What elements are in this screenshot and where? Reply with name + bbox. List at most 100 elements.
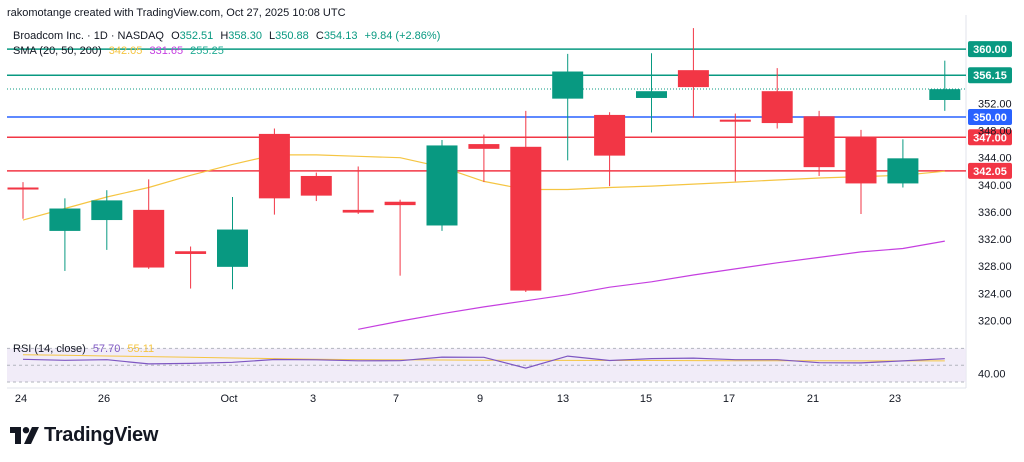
rsi-tick-label: 40.00 [978,369,1006,381]
price-level-tag[interactable] [968,162,1012,179]
candle-body [719,119,751,122]
candle-body [300,175,332,196]
y-tick-label: 332.00 [978,234,1012,246]
candle[interactable] [7,182,39,219]
candle-body [384,201,416,206]
price-level-tag[interactable] [968,108,1012,125]
candle[interactable] [887,139,919,188]
y-tick-label: 336.00 [978,207,1012,219]
sma-legend[interactable]: SMA (20, 50, 200) 342.05 331.65 255.25 [13,45,224,57]
price-axis[interactable]: 352.00 348.00 344.00 340.00 336.00 332.00 328.… [978,98,1012,327]
y-tick-label: 348.00 [978,126,1012,138]
candle-body [342,209,374,213]
x-tick-label: 3 [310,393,316,405]
sma50-line [358,240,945,330]
tradingview-logo-icon [10,427,39,444]
y-tick-label: 328.00 [978,261,1012,273]
candle[interactable] [342,166,374,214]
candle-body [510,146,542,291]
candle[interactable] [929,60,961,111]
rsi-value: 57.70 [92,343,121,355]
candle-body [929,89,961,100]
candle[interactable] [384,199,416,276]
high-value: 358.30 [228,30,262,42]
price-level-label: 347.00 [973,132,1007,144]
rsi-label: RSI (14, close) [13,343,86,355]
sma20-value: 342.05 [108,45,143,57]
candle-body [133,209,165,268]
price-level-tag[interactable] [968,129,1012,146]
candle[interactable] [552,53,584,161]
open-label: O [171,30,180,42]
candle-body [7,187,39,190]
x-tick-label: 23 [889,393,901,405]
candle-body [887,158,919,184]
candle[interactable] [258,128,290,215]
candle[interactable] [426,140,458,231]
sma-label: SMA (20, 50, 200) [13,45,102,57]
price-level-tag[interactable] [968,41,1012,58]
x-tick-label: 21 [807,393,819,405]
y-tick-label: 320.00 [978,315,1012,327]
candle[interactable] [217,196,248,290]
candle-body [761,91,793,124]
candle-body [468,144,500,149]
candle-body [677,70,709,88]
candle[interactable] [761,68,793,129]
candle[interactable] [91,190,123,250]
candle-body [552,71,584,99]
candle-body [258,133,290,199]
candle[interactable] [300,172,332,202]
candle[interactable] [803,110,835,176]
symbol-legend[interactable]: Broadcom Inc. · 1D · NASDAQ O352.51 H358… [13,30,440,42]
candle-body [426,145,458,226]
candle-body [636,91,667,98]
low-label: L [269,30,276,42]
price-level-label: 350.00 [973,112,1007,124]
candle[interactable] [845,129,877,214]
price-level-tag[interactable] [968,67,1012,84]
candle-body [49,208,81,231]
tradingview-logo-text: TradingView [44,424,159,446]
candle[interactable] [49,198,81,271]
high-label: H [220,30,229,42]
close-value: 354.13 [323,30,358,42]
rsi-legend[interactable]: RSI (14, close) 57.70 55.11 [13,343,154,355]
price-level-label: 356.15 [973,70,1007,82]
x-tick-label: 7 [393,393,399,405]
x-tick-label: 26 [98,393,110,405]
candle-body [594,114,626,156]
candle[interactable] [594,112,626,187]
chart-grid [7,15,967,389]
candle[interactable] [133,179,165,269]
price-level-label: 360.00 [973,44,1007,56]
x-tick-label: 9 [477,393,483,405]
time-axis[interactable]: 24 26 Oct 3 7 9 13 15 17 21 23 [15,393,901,405]
candle[interactable] [510,110,542,292]
x-tick-label: 13 [557,393,569,405]
chart-credit: rakomotange created with TradingView.com… [7,7,346,19]
y-tick-label: 352.00 [978,98,1012,110]
y-tick-label: 340.00 [978,180,1012,192]
candle-body [91,200,123,221]
candle[interactable] [175,246,207,289]
candle[interactable] [468,134,500,183]
candle-body [803,116,835,168]
rsi-ma-value: 55.11 [127,343,155,355]
symbol-name: Broadcom Inc. · 1D · NASDAQ [13,30,164,42]
close-label: C [315,30,324,42]
open-value: 352.51 [179,30,214,42]
candle-body [217,229,248,267]
price-level-label: 342.05 [973,166,1007,178]
y-tick-label: 324.00 [978,288,1012,300]
candle[interactable] [719,113,751,182]
x-tick-label: 17 [723,393,735,405]
tradingview-logo[interactable]: TradingView [10,424,158,447]
candles[interactable] [7,28,961,292]
candle[interactable] [677,28,709,118]
sma200-value: 255.25 [190,45,224,57]
x-tick-label: 24 [15,393,27,405]
y-tick-label: 344.00 [978,153,1012,165]
candle[interactable] [636,53,667,133]
